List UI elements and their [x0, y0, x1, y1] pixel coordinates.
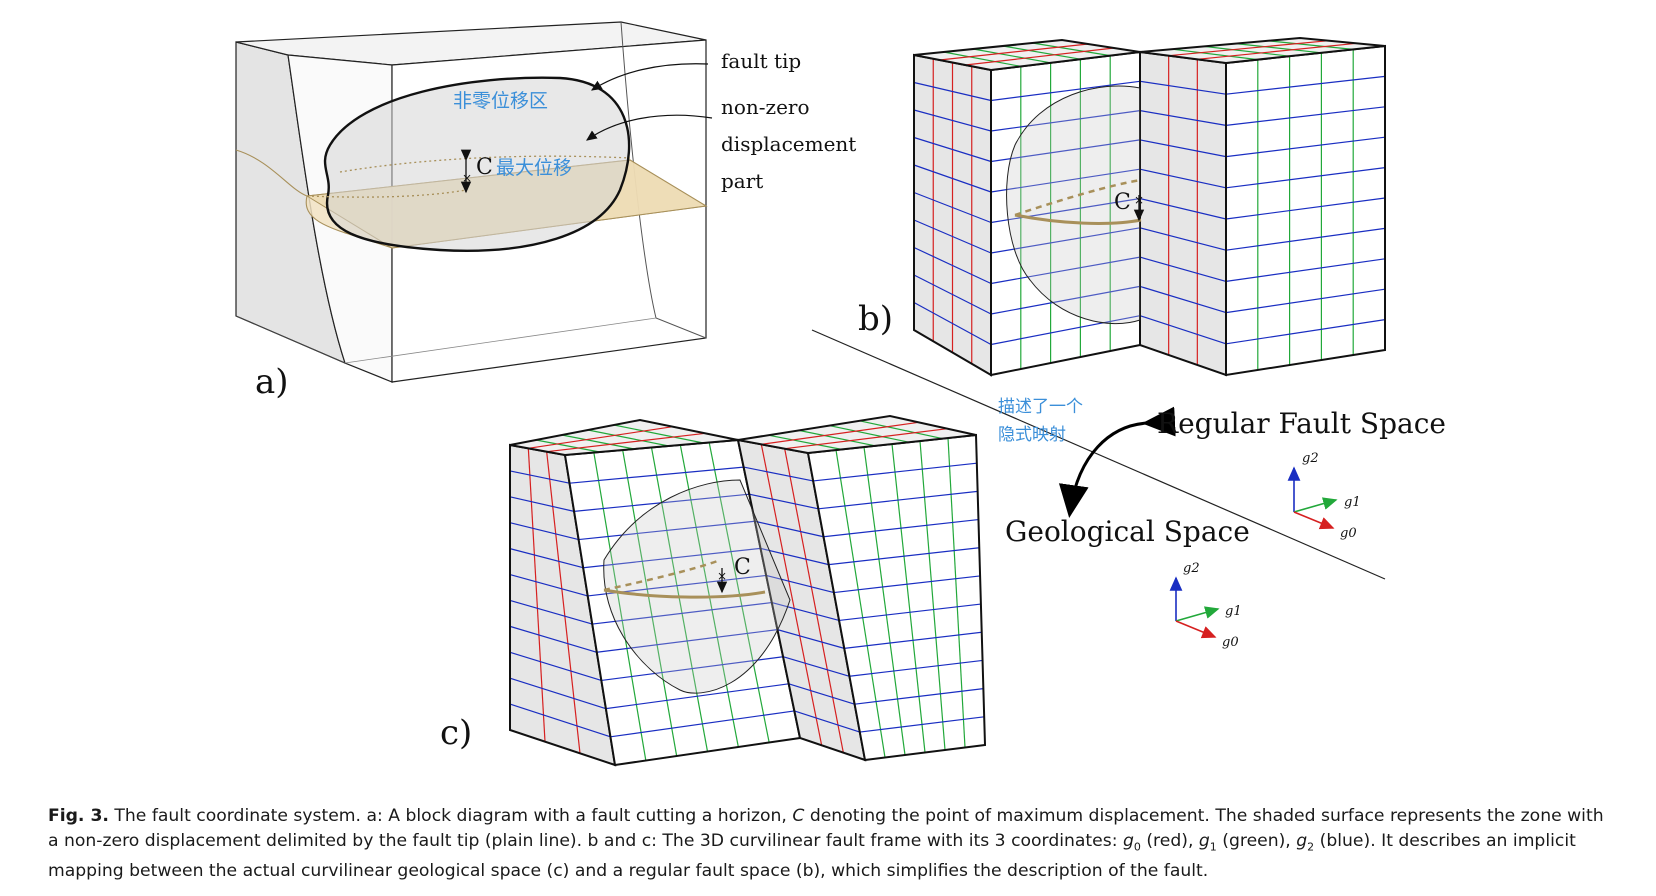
axis-g2-label-regular: g2	[1302, 451, 1319, 466]
x-marker-icon: ×	[1134, 193, 1144, 207]
axis-g0-label-geological: g0	[1222, 635, 1239, 650]
panel-b-regular-fault-block: ×	[914, 38, 1385, 375]
panel-c-c-label: C	[734, 555, 751, 580]
geological-space-label: Geological Space	[1005, 515, 1250, 548]
panel-a-cn-nonzero-label: 非零位移区	[453, 90, 548, 112]
panel-a-label: a)	[255, 362, 289, 402]
mapping-cn-line1: 描述了一个	[998, 397, 1083, 417]
mapping-cn-line2: 隐式映射	[998, 425, 1066, 445]
nonzero-label-line3: part	[721, 169, 763, 193]
nonzero-label-line1: non-zero	[721, 95, 810, 119]
caption-red: (red),	[1141, 831, 1199, 851]
caption-lead: Fig. 3.	[48, 806, 109, 826]
caption-g1: g	[1199, 831, 1210, 851]
panel-b-label: b)	[858, 299, 893, 339]
axis-triad-geological	[1176, 578, 1218, 637]
caption-text-1: The fault coordinate system. a: A block …	[109, 806, 792, 826]
regular-fault-space-label: Regular Fault Space	[1157, 407, 1446, 440]
axis-g1-label-geological: g1	[1225, 604, 1242, 619]
panel-c-geological-block: ×	[510, 416, 985, 765]
axis-triad-regular	[1294, 468, 1336, 528]
caption-g2: g	[1296, 831, 1307, 851]
axis-g2-label-geological: g2	[1183, 561, 1200, 576]
panel-c-label: c)	[440, 713, 472, 753]
panel-a-c-label: C	[476, 155, 493, 180]
panel-b-c-label: C	[1114, 190, 1131, 215]
caption-green: (green),	[1217, 831, 1296, 851]
caption-sub0: 0	[1134, 840, 1141, 853]
nonzero-label-line2: displacement	[721, 132, 856, 156]
fault-tip-label: fault tip	[721, 49, 801, 73]
panel-a-cn-maxdisp-label: 最大位移	[496, 157, 572, 179]
axis-g1-label-regular: g1	[1344, 495, 1361, 510]
caption-sub1: 1	[1210, 840, 1217, 853]
axis-g0-label-regular: g0	[1340, 526, 1357, 541]
caption-c: C	[792, 806, 804, 826]
x-marker-icon: ×	[462, 171, 472, 185]
panel-a-block-diagram: ×	[236, 22, 712, 382]
caption-g0: g	[1123, 831, 1134, 851]
x-marker-icon: ×	[717, 569, 727, 583]
mapping-double-arrow	[1070, 423, 1148, 512]
figure-caption: Fig. 3. The fault coordinate system. a: …	[48, 804, 1618, 884]
